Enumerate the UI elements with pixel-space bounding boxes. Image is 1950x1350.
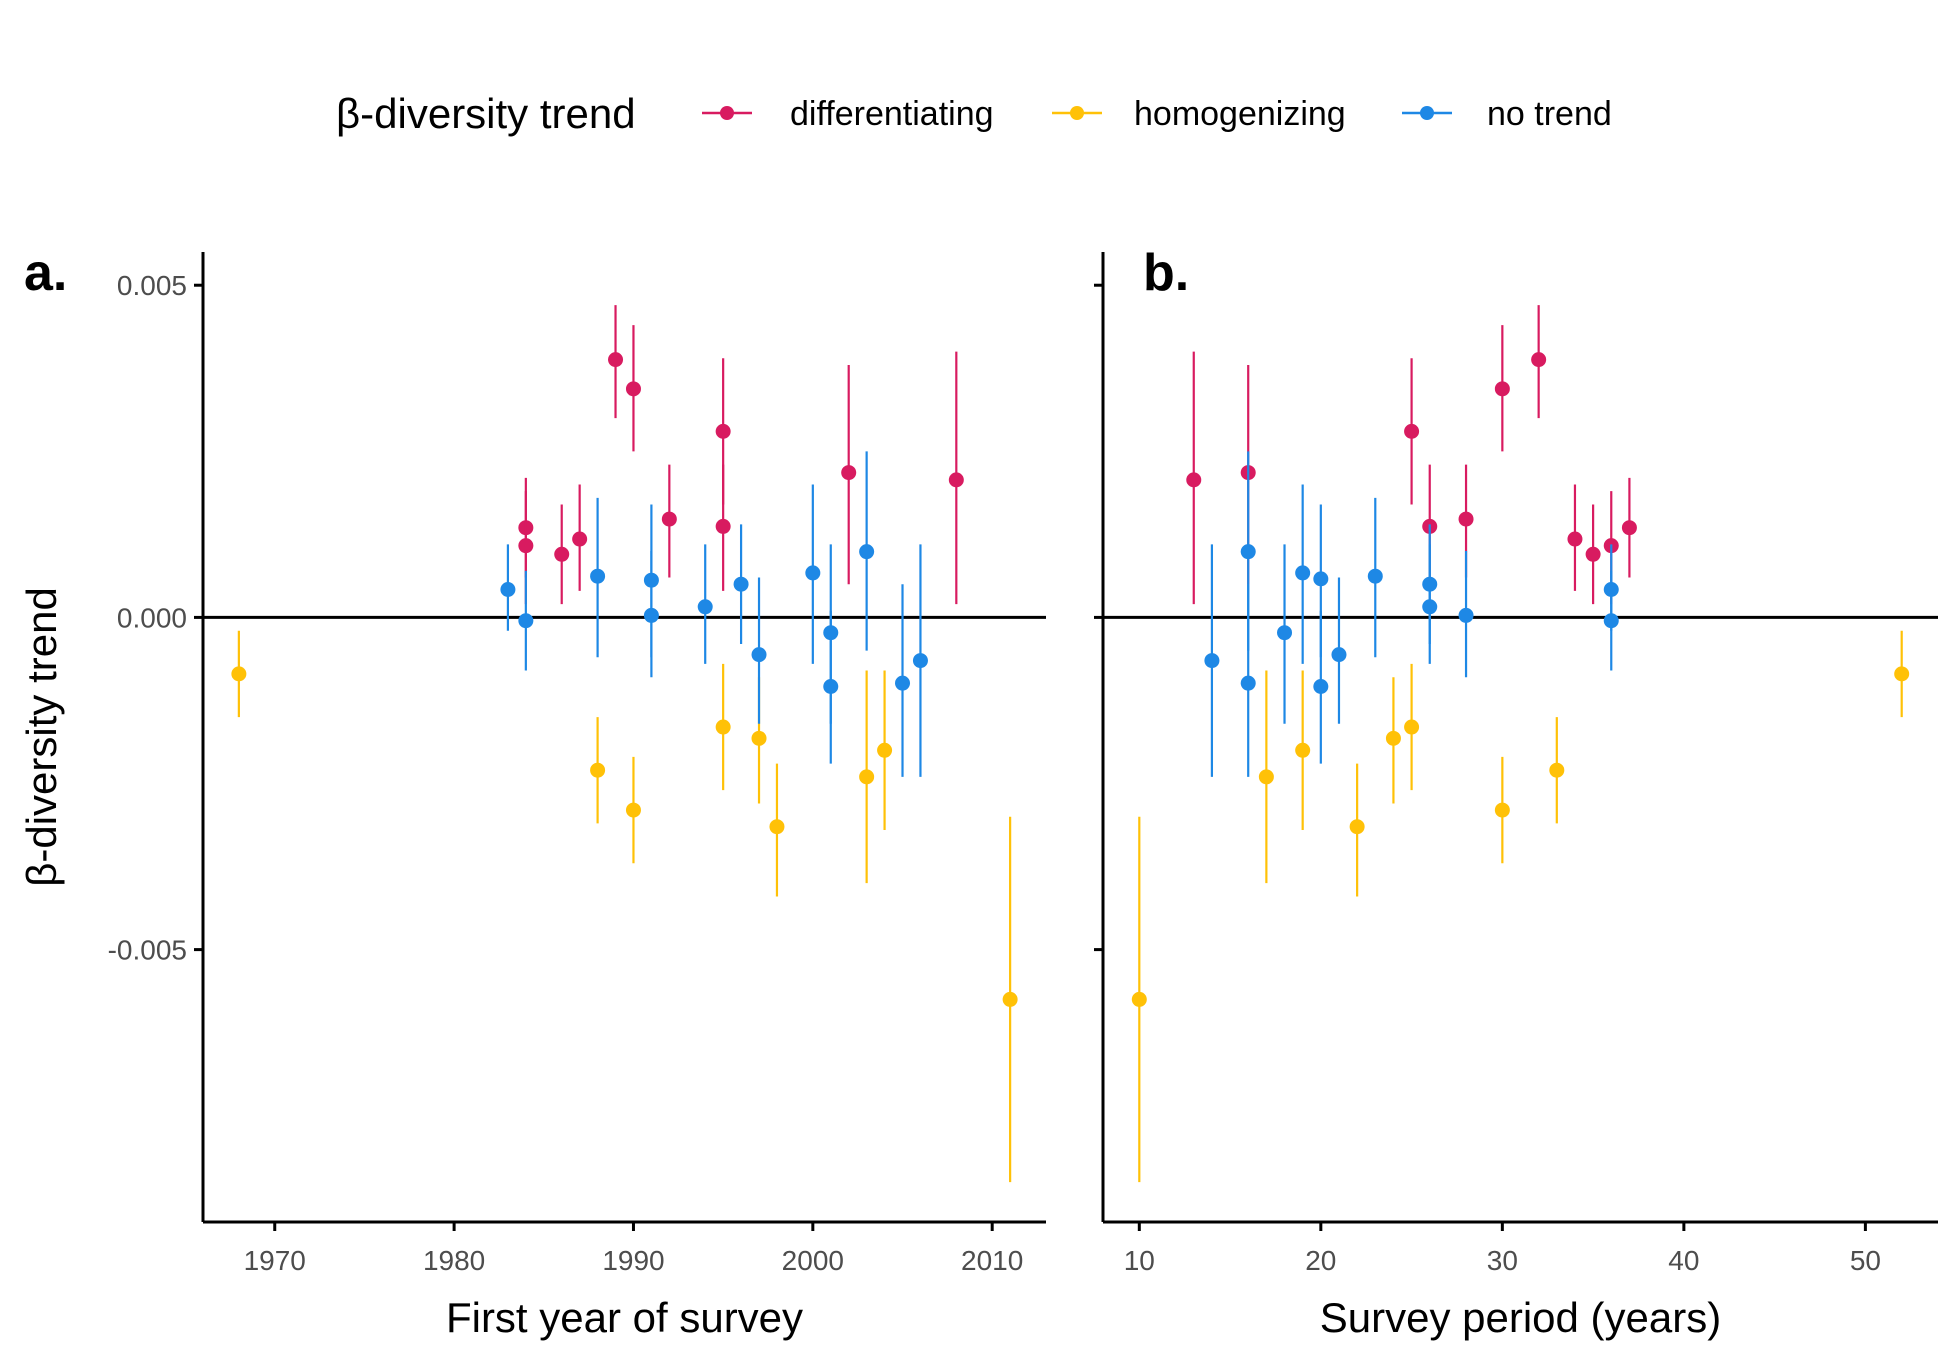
data-point — [1567, 531, 1583, 547]
legend-entry-differentiating: differentiating — [702, 95, 994, 133]
data-point — [1531, 352, 1547, 368]
data-point — [1494, 802, 1510, 818]
data-point — [841, 465, 857, 481]
legend-marker — [1420, 106, 1434, 120]
series-homogenizing — [231, 630, 1018, 1183]
data-point — [733, 576, 749, 592]
data-point — [1603, 613, 1619, 629]
data-point — [1549, 762, 1565, 778]
legend-label: no trend — [1487, 95, 1612, 133]
x-tick-label: 10 — [1124, 1245, 1155, 1276]
data-point — [625, 802, 641, 818]
data-point — [1258, 769, 1274, 785]
data-point — [805, 565, 821, 581]
data-point — [518, 538, 534, 554]
legend-entry-homogenizing: homogenizing — [1052, 95, 1346, 133]
x-tick-label: 2010 — [961, 1245, 1023, 1276]
data-point — [1313, 571, 1329, 587]
data-point — [1295, 565, 1311, 581]
panel-tag: a. — [24, 244, 67, 302]
data-point — [518, 613, 534, 629]
data-point — [643, 607, 659, 623]
data-point — [1494, 381, 1510, 397]
data-point — [572, 531, 588, 547]
data-point — [500, 582, 516, 598]
data-point — [1458, 607, 1474, 623]
data-point — [625, 381, 641, 397]
x-tick-label: 1980 — [423, 1245, 485, 1276]
x-axis-title: Survey period (years) — [1320, 1294, 1721, 1341]
panel-b: b. 10 20 30 40 50 Survey period (years) — [1094, 244, 1938, 1341]
legend-marker — [720, 106, 734, 120]
y-tick-label: 0.005 — [117, 270, 187, 301]
data-point — [1313, 679, 1329, 695]
x-tick-label: 50 — [1850, 1245, 1881, 1276]
data-point — [715, 719, 731, 735]
data-point — [697, 599, 713, 615]
data-point — [1422, 599, 1438, 615]
data-point — [1186, 472, 1202, 488]
data-point — [590, 568, 606, 584]
data-point — [715, 423, 731, 439]
y-axis-title: β-diversity trend — [18, 587, 65, 887]
data-point — [1458, 511, 1474, 527]
x-tick-label: 30 — [1487, 1245, 1518, 1276]
legend-label: homogenizing — [1134, 95, 1346, 133]
data-point — [1295, 742, 1311, 758]
data-point — [1002, 991, 1018, 1007]
y-tick-label: -0.005 — [108, 935, 187, 966]
data-point — [859, 544, 875, 560]
data-point — [1349, 819, 1365, 835]
data-point — [1585, 546, 1601, 562]
legend: β-diversity trend differentiating homogen… — [336, 90, 1612, 137]
y-tick-label: 0.000 — [117, 602, 187, 633]
data-point — [1367, 568, 1383, 584]
data-point — [1621, 520, 1637, 536]
data-point — [1277, 625, 1293, 641]
data-point — [1240, 675, 1256, 691]
panel-tag: b. — [1143, 244, 1189, 302]
x-axis-title: First year of survey — [446, 1294, 803, 1341]
data-point — [1204, 653, 1220, 669]
data-point — [608, 352, 624, 368]
series-no-trend — [1204, 451, 1619, 777]
data-point — [554, 546, 570, 562]
data-point — [823, 679, 839, 695]
x-tick-label: 20 — [1305, 1245, 1336, 1276]
data-point — [1385, 730, 1401, 746]
series-homogenizing — [1131, 630, 1910, 1183]
data-point — [1404, 719, 1420, 735]
data-point — [1131, 991, 1147, 1007]
data-point — [859, 769, 875, 785]
panel-a: a. 0.005 0.000 -0.005 1970 1980 1990 2000 2010 Fi… — [18, 244, 1046, 1341]
x-tick-label: 2000 — [782, 1245, 844, 1276]
data-point — [231, 666, 247, 682]
data-point — [769, 819, 785, 835]
data-point — [948, 472, 964, 488]
series-differentiating — [1186, 305, 1637, 605]
data-point — [895, 675, 911, 691]
data-point — [590, 762, 606, 778]
legend-entry-no-trend: no trend — [1402, 95, 1612, 133]
legend-label: differentiating — [790, 95, 994, 133]
legend-title: β-diversity trend — [336, 90, 636, 137]
data-point — [1331, 647, 1347, 663]
data-point — [1894, 666, 1910, 682]
data-point — [1404, 423, 1420, 439]
x-tick-label: 1970 — [244, 1245, 306, 1276]
data-point — [912, 653, 928, 669]
x-tick-label: 40 — [1668, 1245, 1699, 1276]
data-point — [877, 742, 893, 758]
data-point — [661, 511, 677, 527]
x-tick-label: 1990 — [602, 1245, 664, 1276]
data-point — [715, 518, 731, 534]
data-point — [751, 647, 767, 663]
data-point — [751, 730, 767, 746]
legend-marker — [1070, 106, 1084, 120]
series-no-trend — [500, 451, 928, 777]
data-point — [1240, 544, 1256, 560]
